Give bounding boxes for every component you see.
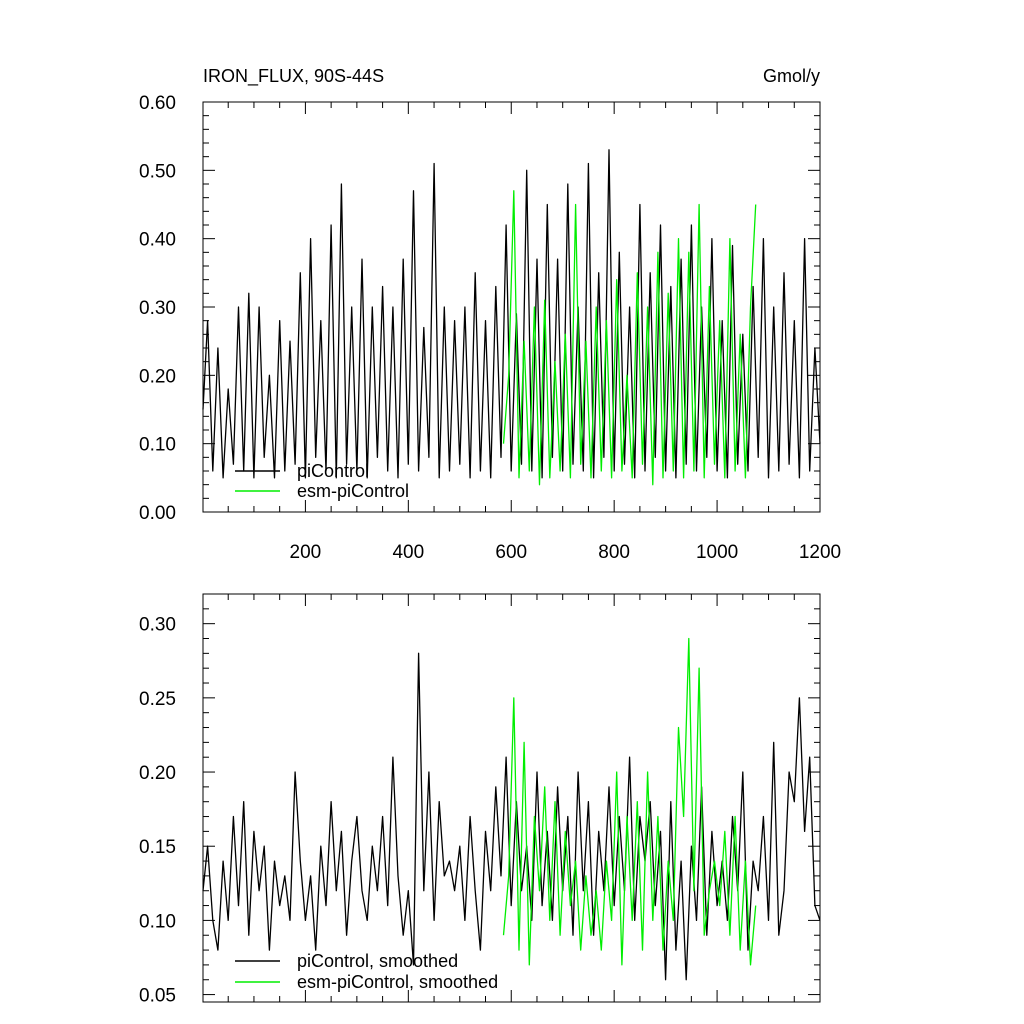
x-tick-label: 400 (392, 542, 424, 563)
x-tick-label: 200 (290, 542, 322, 563)
figure-title: IRON_FLUX, 90S-44S (203, 66, 384, 87)
legend-label: esm-piControl, smoothed (297, 972, 498, 992)
top-panel: 200 400 600 800 1000 1200 0.00 0.10 0.20 0.30 0.40… (139, 93, 841, 563)
bottom-panel: 0.05 0.10 0.15 0.20 0.25 0.30 piControl, smoot… (139, 593, 821, 1007)
x-tick-label: 600 (495, 542, 527, 563)
y-tick-label: 0.40 (139, 230, 176, 251)
y-tick-label: 0.10 (139, 911, 176, 932)
series-line-esm-picontrol (502, 637, 757, 966)
legend-label: piControl (297, 461, 369, 481)
x-tick-label: 800 (598, 542, 630, 563)
legend-label: esm-piControl (297, 481, 409, 501)
y-tick-label: 0.20 (139, 763, 176, 784)
y-tick-label: 0.25 (139, 689, 176, 710)
units-label: Gmol/y (763, 66, 820, 86)
series-line-esm-picontrol (502, 190, 757, 486)
series-line-picontrol (202, 149, 821, 479)
y-tick-label: 0.60 (139, 93, 176, 114)
y-tick-label: 0.50 (139, 161, 176, 182)
legend-label: piControl, smoothed (297, 951, 458, 971)
y-tick-label: 0.15 (139, 837, 176, 858)
y-tick-label: 0.00 (139, 503, 176, 524)
series-line-picontrol (202, 652, 821, 981)
x-tick-label: 1000 (696, 542, 738, 563)
y-tick-label: 0.10 (139, 435, 176, 456)
y-tick-label: 0.20 (139, 366, 176, 387)
x-tick-label: 1200 (799, 542, 841, 563)
y-tick-label: 0.30 (139, 615, 176, 636)
y-tick-label: 0.05 (139, 986, 176, 1007)
y-tick-label: 0.30 (139, 298, 176, 319)
